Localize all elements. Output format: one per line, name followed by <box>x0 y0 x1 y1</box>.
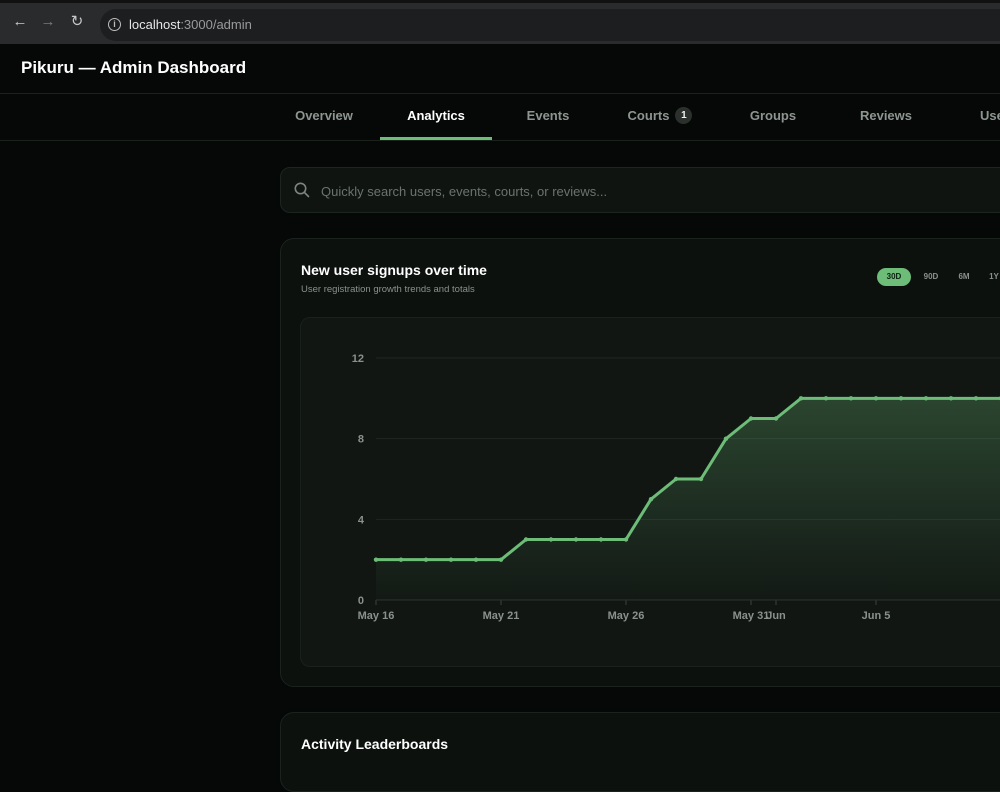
data-point[interactable] <box>923 396 929 401</box>
data-point[interactable] <box>848 396 854 401</box>
data-point[interactable] <box>748 416 754 421</box>
data-point[interactable] <box>973 396 979 401</box>
x-tick-label: Jun <box>766 610 786 622</box>
data-point[interactable] <box>723 436 729 441</box>
forward-arrow-icon[interactable]: → <box>40 13 56 30</box>
chart-panel: 0 4 8 12 May 16 May 21 May 26 May 31 Jun 5 Jun <box>300 317 1000 667</box>
data-point[interactable] <box>798 396 804 401</box>
tab-reviews[interactable]: Reviews <box>842 94 930 140</box>
url-host: localhost <box>129 17 181 32</box>
data-point[interactable] <box>648 496 654 502</box>
tab-label: Analytics <box>407 108 465 123</box>
tab-users[interactable]: Use <box>980 94 1000 140</box>
data-point[interactable] <box>423 557 429 562</box>
range-90d-button[interactable]: 90D <box>923 272 939 281</box>
x-tick-label: May 31 <box>733 610 770 622</box>
y-tick-label: 0 <box>358 595 364 607</box>
tab-groups[interactable]: Groups <box>730 94 816 140</box>
data-point[interactable] <box>523 537 529 542</box>
tab-overview[interactable]: Overview <box>280 94 368 140</box>
data-point[interactable] <box>898 396 904 401</box>
data-point[interactable] <box>873 396 879 401</box>
data-point[interactable] <box>448 557 454 562</box>
y-tick-label: 4 <box>358 514 365 526</box>
range-1y-button[interactable]: 1Y <box>989 272 999 281</box>
search-input[interactable] <box>319 177 923 205</box>
signups-series-line <box>374 396 1000 562</box>
tab-label: Reviews <box>859 108 913 123</box>
tab-label: Groups <box>749 108 797 123</box>
courts-count-badge: 1 <box>675 107 693 125</box>
signups-area <box>376 398 1000 600</box>
card-title: Activity Leaderboards <box>301 736 449 752</box>
range-6m-button[interactable]: 6M <box>958 272 970 281</box>
data-point[interactable] <box>373 557 379 562</box>
tab-label: Events <box>526 108 570 123</box>
back-arrow-icon[interactable]: ← <box>12 13 28 30</box>
app-title: Pikuru — Admin Dashboard <box>21 58 247 77</box>
x-tick-label: May 21 <box>483 610 520 622</box>
x-tick-label: May 26 <box>608 610 645 622</box>
data-point[interactable] <box>598 537 604 542</box>
data-point[interactable] <box>673 476 679 482</box>
url-path: :3000/admin <box>180 17 252 32</box>
global-search <box>280 167 1000 213</box>
tab-bar: Overview Analytics Events Courts 1 Groups… <box>0 94 1000 141</box>
tab-courts[interactable]: Courts 1 <box>612 94 708 140</box>
tab-label: Use <box>980 108 1000 123</box>
site-info-icon[interactable]: i <box>108 18 121 31</box>
y-tick-label: 12 <box>352 353 364 365</box>
data-point[interactable] <box>948 396 954 401</box>
card-title: New user signups over time <box>301 262 487 278</box>
x-tick-label: May 16 <box>358 610 395 622</box>
tab-analytics[interactable]: Analytics <box>380 94 492 140</box>
tab-events[interactable]: Events <box>506 94 590 140</box>
x-tick-label: Jun 5 <box>862 610 891 622</box>
data-point[interactable] <box>398 557 404 562</box>
signups-line-chart: 0 4 8 12 May 16 May 21 May 26 May 31 Jun 5 Jun <box>352 353 1000 622</box>
data-point[interactable] <box>573 537 579 542</box>
signups-chart-card: New user signups over time User registra… <box>280 238 1000 687</box>
tab-label: Courts <box>627 108 670 123</box>
data-point[interactable] <box>623 537 629 542</box>
data-point[interactable] <box>498 557 504 562</box>
app-header: Pikuru — Admin Dashboard <box>0 44 1000 94</box>
card-subtitle: User registration growth trends and tota… <box>301 284 475 295</box>
address-bar[interactable]: i localhost:3000/admin <box>100 9 1000 41</box>
tab-label: Overview <box>295 108 353 123</box>
url-text[interactable]: localhost:3000/admin <box>129 17 252 32</box>
leaderboards-card: Activity Leaderboards <box>280 712 1000 792</box>
data-point[interactable] <box>773 416 779 421</box>
reload-icon[interactable]: ↻ <box>70 13 84 30</box>
search-icon <box>294 182 310 198</box>
data-point[interactable] <box>698 476 704 482</box>
range-30d-button[interactable]: 30D <box>877 268 911 286</box>
y-tick-label: 8 <box>358 434 364 446</box>
data-point[interactable] <box>548 537 554 542</box>
browser-toolbar: ← → ↻ i localhost:3000/admin <box>0 0 1000 44</box>
data-point[interactable] <box>473 557 479 562</box>
data-point[interactable] <box>823 396 829 401</box>
